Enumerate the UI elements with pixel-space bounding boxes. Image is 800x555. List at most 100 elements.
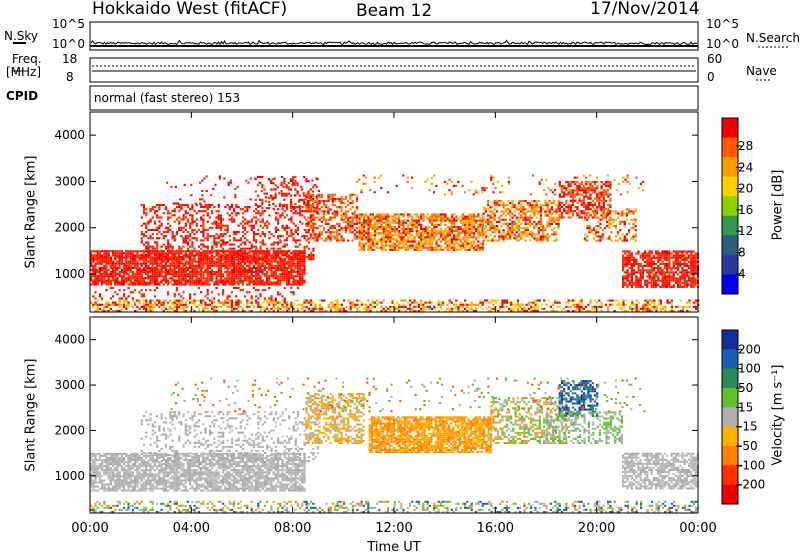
power-cell — [632, 219, 634, 221]
power-cell — [551, 221, 553, 223]
power-cell — [165, 208, 167, 210]
power-cell — [297, 281, 299, 283]
power-cell — [178, 259, 180, 261]
power-cell — [174, 259, 176, 261]
power-cell — [196, 254, 198, 256]
power-cell — [191, 271, 193, 273]
power-cell — [525, 208, 527, 210]
power-cell — [281, 254, 283, 256]
power-cell — [695, 282, 697, 284]
power-cell — [259, 205, 261, 207]
power-cell — [670, 257, 672, 259]
power-cell — [174, 273, 176, 275]
power-cell — [695, 255, 697, 257]
power-cell — [193, 284, 195, 286]
power-cell — [273, 265, 275, 267]
power-cell — [336, 231, 338, 233]
power-cell — [176, 231, 178, 233]
power-cell — [330, 233, 332, 235]
power-cell — [336, 198, 338, 200]
power-cell — [442, 236, 444, 238]
power-cell — [123, 269, 125, 271]
power-cell — [449, 226, 451, 228]
power-cell — [581, 202, 583, 204]
power-cell — [260, 252, 262, 254]
power-cell — [257, 212, 259, 214]
power-cell — [648, 282, 650, 284]
power-cell — [601, 210, 603, 212]
power-cell — [119, 275, 121, 277]
power-cell — [509, 233, 511, 235]
power-cell — [372, 224, 374, 226]
power-cell — [138, 267, 140, 269]
power-cell — [299, 205, 301, 207]
power-cell — [629, 275, 631, 277]
power-cell — [253, 237, 255, 239]
power-cell — [466, 232, 468, 234]
power-cell — [646, 275, 648, 277]
power-cell — [516, 235, 518, 237]
power-cell — [431, 247, 433, 249]
power-cell — [376, 216, 378, 218]
power-cell — [659, 286, 661, 288]
power-cell — [305, 225, 307, 227]
power-cell — [617, 233, 619, 235]
power-cell — [198, 261, 200, 263]
power-cell — [370, 245, 372, 247]
power-cell — [246, 223, 248, 225]
power-cell — [551, 202, 553, 204]
power-cell — [240, 237, 242, 239]
power-cell — [257, 281, 259, 283]
power-cell — [559, 214, 561, 216]
power-cell — [297, 233, 299, 235]
power-cell — [485, 210, 487, 212]
power-cell — [288, 275, 290, 277]
power-cell — [207, 277, 209, 279]
power-cell — [594, 181, 596, 183]
power-cell — [531, 233, 533, 235]
power-cell — [167, 244, 169, 246]
power-cell — [178, 271, 180, 273]
power-cell — [325, 238, 327, 240]
power-cell — [387, 232, 389, 234]
power-cell — [222, 279, 224, 281]
power-cell — [253, 261, 255, 263]
power-cell — [553, 219, 555, 221]
power-cell — [376, 222, 378, 224]
power-cell — [174, 210, 176, 212]
power-cell — [266, 261, 268, 263]
power-cell — [310, 235, 312, 237]
power-cell — [99, 250, 101, 252]
power-cell — [216, 252, 218, 254]
power-cell — [624, 221, 626, 223]
power-cell — [559, 194, 561, 196]
power-cell — [253, 279, 255, 281]
power-cell — [525, 219, 527, 221]
power-cell — [458, 232, 460, 234]
power-cell — [191, 237, 193, 239]
power-cell — [635, 225, 637, 227]
power-cell — [422, 234, 424, 236]
power-cell — [664, 273, 666, 275]
power-cell — [176, 308, 178, 310]
power-cell — [196, 239, 198, 241]
power-cell — [310, 233, 312, 235]
power-cell — [673, 280, 675, 282]
power-cell — [690, 284, 692, 286]
power-cell — [559, 216, 561, 218]
power-cell — [444, 216, 446, 218]
power-cell — [127, 254, 129, 256]
power-cell — [114, 263, 116, 265]
power-cell — [662, 257, 664, 259]
power-cell — [675, 257, 677, 259]
power-cell — [394, 249, 396, 251]
power-cell — [209, 256, 211, 258]
power-cell — [136, 281, 138, 283]
power-cell — [485, 225, 487, 227]
power-cell — [211, 308, 213, 310]
power-cell — [370, 236, 372, 238]
power-cell — [231, 284, 233, 286]
power-cell — [180, 302, 182, 304]
power-cell — [216, 216, 218, 218]
power-cell — [372, 226, 374, 228]
